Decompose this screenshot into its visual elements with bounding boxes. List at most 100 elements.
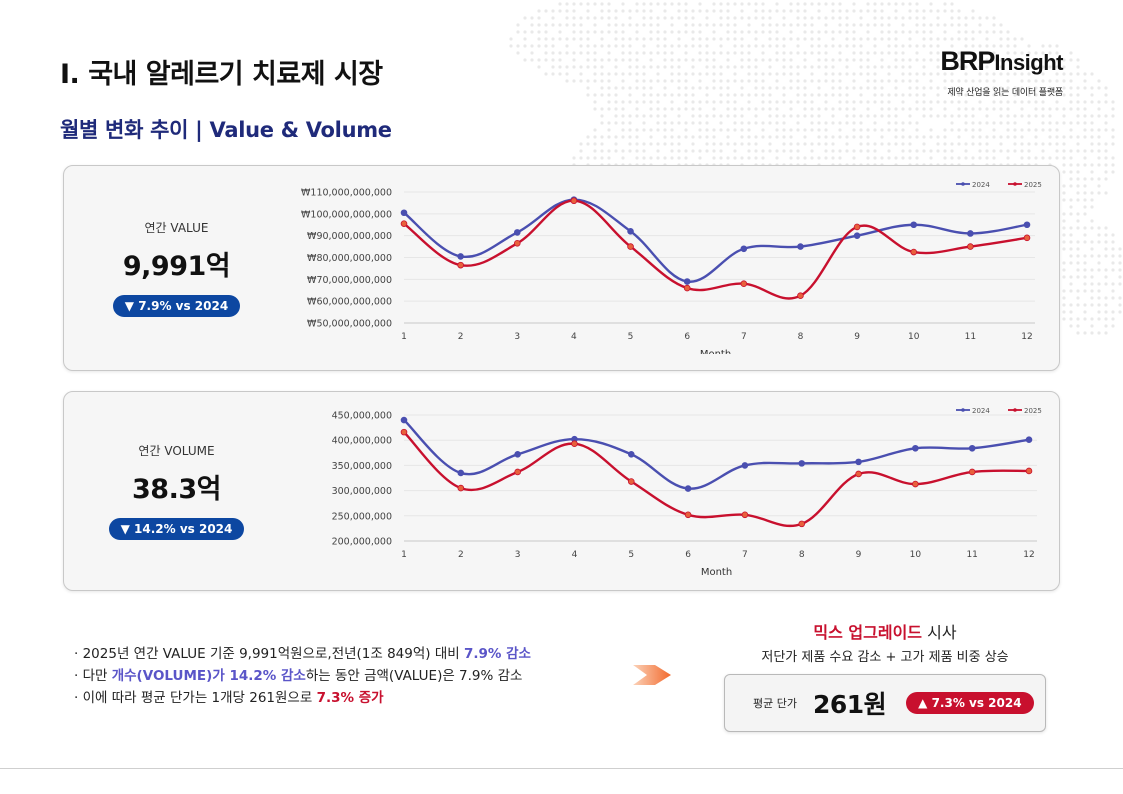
map-dot xyxy=(1083,282,1087,286)
map-dot xyxy=(1062,142,1066,146)
map-dot xyxy=(656,107,660,111)
map-dot xyxy=(873,65,877,69)
map-dot xyxy=(845,37,849,41)
map-dot xyxy=(1076,121,1080,125)
map-dot xyxy=(614,37,618,41)
map-dot xyxy=(922,142,926,146)
map-dot xyxy=(572,30,576,34)
map-dot xyxy=(1013,128,1017,132)
map-dot xyxy=(1083,184,1087,188)
map-dot xyxy=(593,93,597,97)
map-dot xyxy=(880,23,884,27)
x-tick-label: 12 xyxy=(1023,550,1034,560)
mix-title-rest: 시사 xyxy=(922,623,957,642)
map-dot xyxy=(810,114,814,118)
data-point-2025 xyxy=(457,261,464,269)
map-dot xyxy=(635,156,639,160)
map-dot xyxy=(915,44,919,48)
map-dot xyxy=(880,93,884,97)
map-dot xyxy=(635,72,639,76)
map-dot xyxy=(1083,310,1087,314)
map-dot xyxy=(1111,240,1115,244)
map-dot xyxy=(908,156,912,160)
map-dot xyxy=(544,30,548,34)
data-point-2024 xyxy=(797,243,804,250)
map-dot xyxy=(992,107,996,111)
map-dot xyxy=(509,44,513,48)
map-dot xyxy=(810,128,814,132)
map-dot xyxy=(1097,184,1101,188)
map-dot xyxy=(810,121,814,125)
map-dot xyxy=(607,9,611,13)
map-dot xyxy=(698,37,702,41)
map-dot xyxy=(1006,100,1010,104)
map-dot xyxy=(922,93,926,97)
map-dot xyxy=(845,65,849,69)
x-tick-label: 12 xyxy=(1021,332,1032,342)
map-dot xyxy=(992,23,996,27)
map-dot xyxy=(726,156,730,160)
map-dot xyxy=(670,135,674,139)
map-dot xyxy=(831,44,835,48)
map-dot xyxy=(684,93,688,97)
map-dot xyxy=(726,51,730,55)
map-dot xyxy=(1118,275,1122,279)
map-dot xyxy=(733,72,737,76)
map-dot xyxy=(950,156,954,160)
value-change-badge: ▼ 7.9% vs 2024 xyxy=(112,295,241,317)
map-dot xyxy=(873,16,877,20)
map-dot xyxy=(1104,149,1108,153)
map-dot xyxy=(817,107,821,111)
map-dot xyxy=(698,156,702,160)
map-dot xyxy=(656,44,660,48)
map-dot xyxy=(824,142,828,146)
map-dot xyxy=(565,2,569,6)
map-dot xyxy=(1069,184,1073,188)
y-tick-label: 200,000,000 xyxy=(332,537,392,548)
map-dot xyxy=(824,107,828,111)
map-dot xyxy=(1062,170,1066,174)
map-dot xyxy=(663,128,667,132)
map-dot xyxy=(586,51,590,55)
map-dot xyxy=(929,114,933,118)
map-dot xyxy=(1034,156,1038,160)
x-tick-label: 10 xyxy=(908,332,920,342)
map-dot xyxy=(719,65,723,69)
map-dot xyxy=(677,79,681,83)
map-dot xyxy=(1090,331,1094,335)
map-dot xyxy=(887,37,891,41)
map-dot xyxy=(831,93,835,97)
footer-divider xyxy=(0,768,1123,769)
map-dot xyxy=(782,72,786,76)
map-dot xyxy=(782,51,786,55)
map-dot xyxy=(915,107,919,111)
map-dot xyxy=(838,107,842,111)
map-dot xyxy=(901,135,905,139)
map-dot xyxy=(1020,135,1024,139)
map-dot xyxy=(663,93,667,97)
map-dot xyxy=(642,2,646,6)
map-dot xyxy=(838,156,842,160)
data-point-2024 xyxy=(683,278,691,285)
map-dot xyxy=(817,128,821,132)
map-dot xyxy=(1090,93,1094,97)
map-dot xyxy=(999,121,1003,125)
map-dot xyxy=(1083,135,1087,139)
map-dot xyxy=(565,9,569,13)
x-tick-label: 5 xyxy=(628,332,634,342)
value-card: 연간 VALUE 9,991억 ▼ 7.9% vs 2024 ₩50,000,0… xyxy=(63,165,1060,371)
map-dot xyxy=(726,16,730,20)
map-dot xyxy=(614,86,618,90)
data-point-2024 xyxy=(1023,221,1031,229)
map-dot xyxy=(859,114,863,118)
map-dot xyxy=(1097,317,1101,321)
map-dot xyxy=(621,37,625,41)
map-dot xyxy=(908,44,912,48)
map-dot xyxy=(978,121,982,125)
map-dot xyxy=(621,86,625,90)
map-dot xyxy=(607,44,611,48)
map-dot xyxy=(1104,114,1108,118)
map-dot xyxy=(1069,128,1073,132)
map-dot xyxy=(985,16,989,20)
map-dot xyxy=(649,86,653,90)
